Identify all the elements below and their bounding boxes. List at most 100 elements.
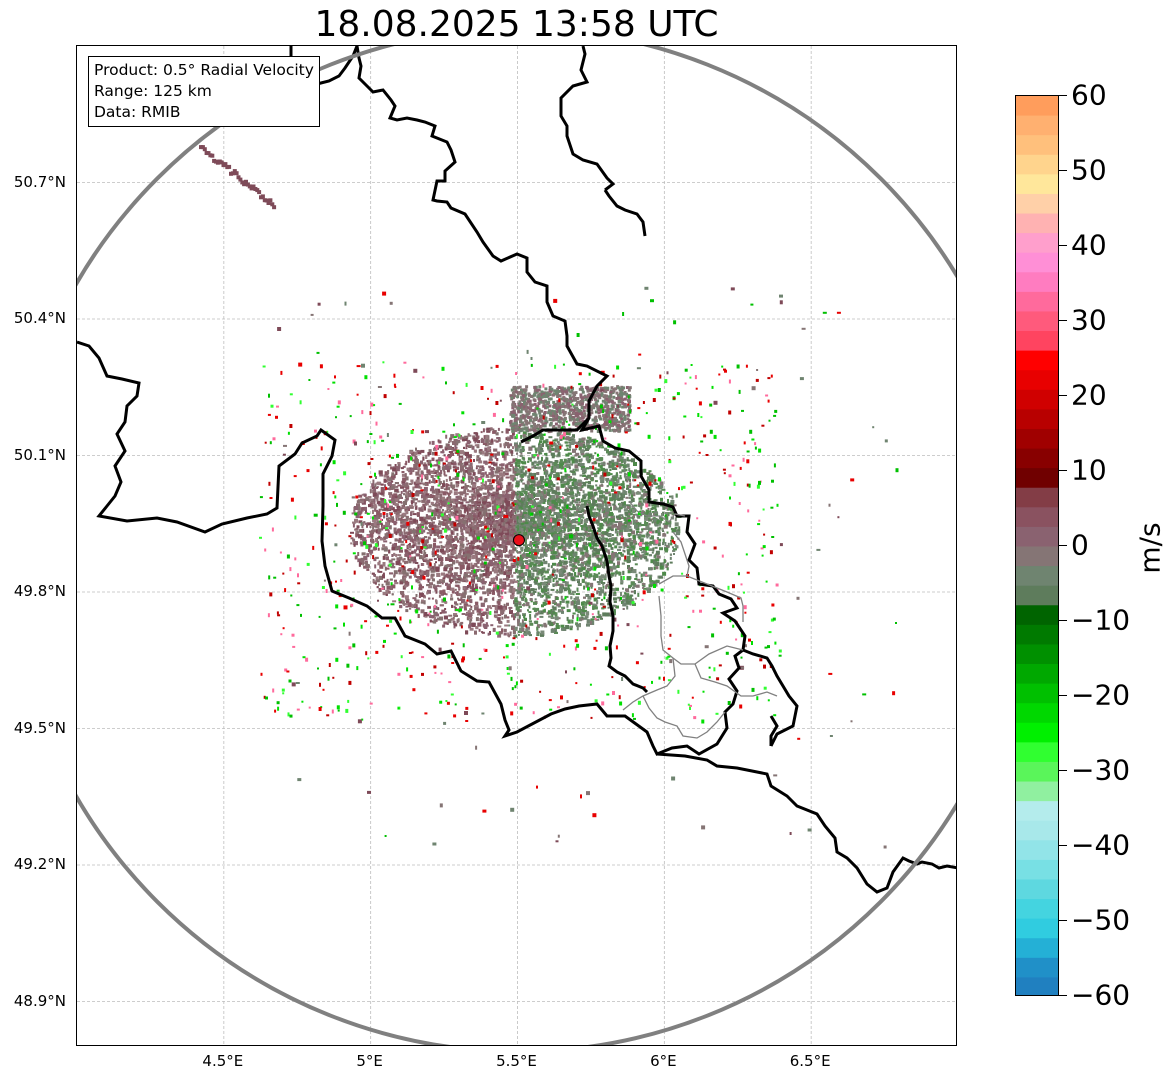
colorbar-swatch <box>1016 938 1058 959</box>
lon-tick-label: 6°E <box>650 1052 677 1070</box>
colorbar-swatch <box>1016 96 1058 117</box>
province-line <box>622 657 676 711</box>
country-borders <box>77 46 956 894</box>
colorbar-swatch <box>1016 820 1058 841</box>
province-line <box>628 500 686 523</box>
colorbar-swatch <box>1016 644 1058 665</box>
colorbar-tick-label: 40 <box>1071 228 1107 262</box>
colorbar-swatch <box>1016 664 1058 685</box>
province-line <box>672 531 690 577</box>
colorbar-swatch <box>1016 428 1058 450</box>
colorbar-swatch <box>1016 487 1058 508</box>
colorbar-tick <box>1059 995 1067 996</box>
chart-title: 18.08.2025 13:58 UTC <box>314 4 719 45</box>
colorbar-swatch <box>1016 840 1058 861</box>
province-line <box>642 695 726 739</box>
graticule <box>77 46 956 1045</box>
colorbar-tick-label: 30 <box>1071 303 1107 337</box>
colorbar-tick-label: 10 <box>1071 453 1107 487</box>
province-borders <box>622 500 778 739</box>
colorbar-swatch <box>1016 233 1058 254</box>
lon-tick-label: 5.5°E <box>496 1052 537 1070</box>
colorbar-tick-label: 60 <box>1071 78 1107 112</box>
colorbar-swatch <box>1016 585 1058 606</box>
colorbar-swatch <box>1016 193 1058 215</box>
colorbar-tick <box>1059 695 1067 696</box>
colorbar-swatch <box>1016 859 1058 881</box>
lat-tick-label: 50.1°N <box>13 445 66 464</box>
colorbar-swatch <box>1016 801 1058 822</box>
border-line <box>520 416 591 444</box>
colorbar-tick <box>1059 320 1067 321</box>
colorbar-swatch <box>1016 526 1058 548</box>
colorbar-swatch <box>1016 448 1058 469</box>
colorbar-tick <box>1059 470 1067 471</box>
colorbar-tick <box>1059 845 1067 846</box>
colorbar-swatch <box>1016 468 1058 489</box>
province-line <box>658 575 744 622</box>
colorbar-swatch <box>1016 761 1058 783</box>
colorbar-tick <box>1059 620 1067 621</box>
province-line <box>694 663 778 697</box>
map-canvas <box>77 46 956 1045</box>
colorbar-swatch <box>1016 174 1058 195</box>
lat-tick-label: 48.9°N <box>13 991 66 1010</box>
colorbar <box>1015 95 1059 996</box>
colorbar-tick-label: −40 <box>1071 828 1131 862</box>
colorbar-swatch <box>1016 272 1058 293</box>
colorbar-swatch <box>1016 546 1058 567</box>
colorbar-swatch <box>1016 899 1058 920</box>
colorbar-tick-label: −10 <box>1071 603 1131 637</box>
colorbar-tick <box>1059 920 1067 921</box>
colorbar-swatch <box>1016 957 1058 979</box>
colorbar-swatch <box>1016 977 1058 995</box>
colorbar-tick-label: 0 <box>1071 528 1089 562</box>
colorbar-swatch <box>1016 566 1058 587</box>
colorbar-swatch <box>1016 252 1058 273</box>
product-label: Product: 0.5° Radial Velocity <box>94 61 314 79</box>
colorbar-swatch <box>1016 605 1058 626</box>
lon-tick-label: 5°E <box>356 1052 383 1070</box>
colorbar-tick-label: −30 <box>1071 753 1131 787</box>
colorbar-swatch <box>1016 291 1058 313</box>
lat-tick-label: 49.5°N <box>13 718 66 737</box>
lat-tick-label: 49.8°N <box>13 582 66 600</box>
colorbar-swatch <box>1016 624 1058 646</box>
border-line <box>559 46 616 192</box>
colorbar-swatch <box>1016 389 1058 410</box>
lat-tick-label: 50.7°N <box>13 172 66 191</box>
colorbar-tick <box>1059 95 1067 96</box>
colorbar-swatch <box>1016 311 1058 332</box>
colorbar-swatch <box>1016 879 1058 900</box>
border-line <box>355 46 747 651</box>
border-line <box>603 189 647 237</box>
lat-tick-label: 49.2°N <box>13 855 66 873</box>
radar-map[interactable] <box>76 45 957 1046</box>
colorbar-swatch <box>1016 409 1058 430</box>
lon-tick-label: 6.5°E <box>789 1052 831 1070</box>
colorbar-tick-label: −60 <box>1071 978 1131 1012</box>
colorbar-swatch <box>1016 703 1058 724</box>
lat-tick-label: 50.4°N <box>13 309 66 327</box>
colorbar-tick <box>1059 545 1067 546</box>
colorbar-swatch <box>1016 781 1058 802</box>
border-line <box>656 752 956 894</box>
colorbar-swatch <box>1016 507 1058 528</box>
colorbar-unit-label: m/s <box>1133 522 1167 574</box>
colorbar-swatch <box>1016 154 1058 175</box>
colorbar-swatch <box>1016 722 1058 743</box>
colorbar-tick <box>1059 395 1067 396</box>
colorbar-tick <box>1059 170 1067 171</box>
colorbar-swatch <box>1016 683 1058 704</box>
colorbar-swatch <box>1016 350 1058 371</box>
colorbar-tick <box>1059 245 1067 246</box>
colorbar-swatch <box>1016 115 1058 136</box>
colorbar-swatch <box>1016 918 1058 939</box>
legend-box: Product: 0.5° Radial Velocity Range: 125… <box>88 56 320 127</box>
colorbar-tick-label: 50 <box>1071 153 1107 187</box>
radar-site-marker <box>512 534 525 547</box>
province-line <box>658 595 744 665</box>
border-line <box>769 715 779 746</box>
radar-echoes <box>199 145 899 849</box>
data-source-label: Data: RMIB <box>94 103 181 121</box>
